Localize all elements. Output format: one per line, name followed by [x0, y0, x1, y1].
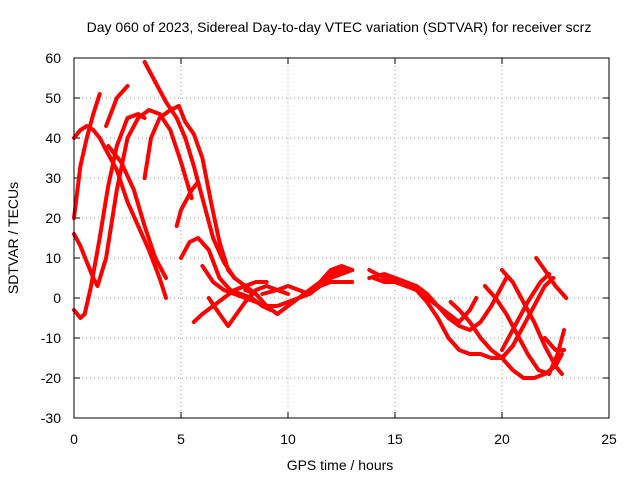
chart-title: Day 060 of 2023, Sidereal Day-to-day VTE…	[87, 19, 592, 35]
series-line-arc3	[72, 92, 102, 220]
series-line-arc7	[142, 60, 258, 296]
y-tick-label: -10	[41, 330, 61, 346]
series-line-arc5	[104, 84, 130, 128]
x-tick-label: 0	[70, 431, 78, 447]
series-line-arc1	[72, 108, 194, 288]
series-line-arc22	[500, 268, 564, 376]
series-line-arc13	[206, 284, 290, 328]
series-line-arc20	[371, 276, 479, 324]
series-line-arc19	[367, 272, 515, 360]
series-line-arc6	[106, 144, 168, 280]
plot-frame	[73, 57, 610, 419]
y-tick-label: -20	[41, 370, 61, 386]
series-line-arc12	[191, 280, 269, 324]
series-line-arc26	[500, 272, 552, 352]
series-group	[72, 60, 569, 380]
series-line-arc4	[72, 124, 168, 300]
series-line-arc16	[264, 280, 355, 308]
x-tick-label: 20	[494, 431, 510, 447]
series-line-arc25	[534, 256, 569, 300]
series-line-arc11	[200, 264, 269, 308]
y-tick-label: 10	[45, 250, 61, 266]
y-tick-label: -30	[41, 410, 61, 426]
y-tick-label: 30	[45, 170, 61, 186]
series-line-arc2	[72, 112, 147, 320]
x-tick-label: 15	[387, 431, 403, 447]
x-tick-label: 5	[177, 431, 185, 447]
x-axis-label: GPS time / hours	[287, 457, 394, 473]
series-line-arc23	[482, 284, 567, 376]
y-ticks: -30 -20 -10 0 10 20 30 40 50 60	[41, 50, 609, 426]
x-tick-label: 10	[280, 431, 296, 447]
y-tick-label: 20	[45, 210, 61, 226]
series-line-arc10	[179, 236, 273, 312]
y-tick-label: 50	[45, 90, 61, 106]
x-ticks: 0 5 10 15 20 25	[70, 58, 617, 447]
x-tick-label: 25	[601, 431, 617, 447]
y-tick-label: 60	[45, 50, 61, 66]
series-line-arc17	[318, 264, 355, 284]
y-axis-label: SDTVAR / TECUs	[5, 182, 21, 294]
series-line-arc24	[500, 276, 556, 360]
series-line-arc27	[542, 336, 567, 352]
y-tick-label: 40	[45, 130, 61, 146]
series-line-arc9	[174, 180, 201, 228]
y-tick-label: 0	[53, 290, 61, 306]
series-line-arc8	[142, 104, 237, 280]
